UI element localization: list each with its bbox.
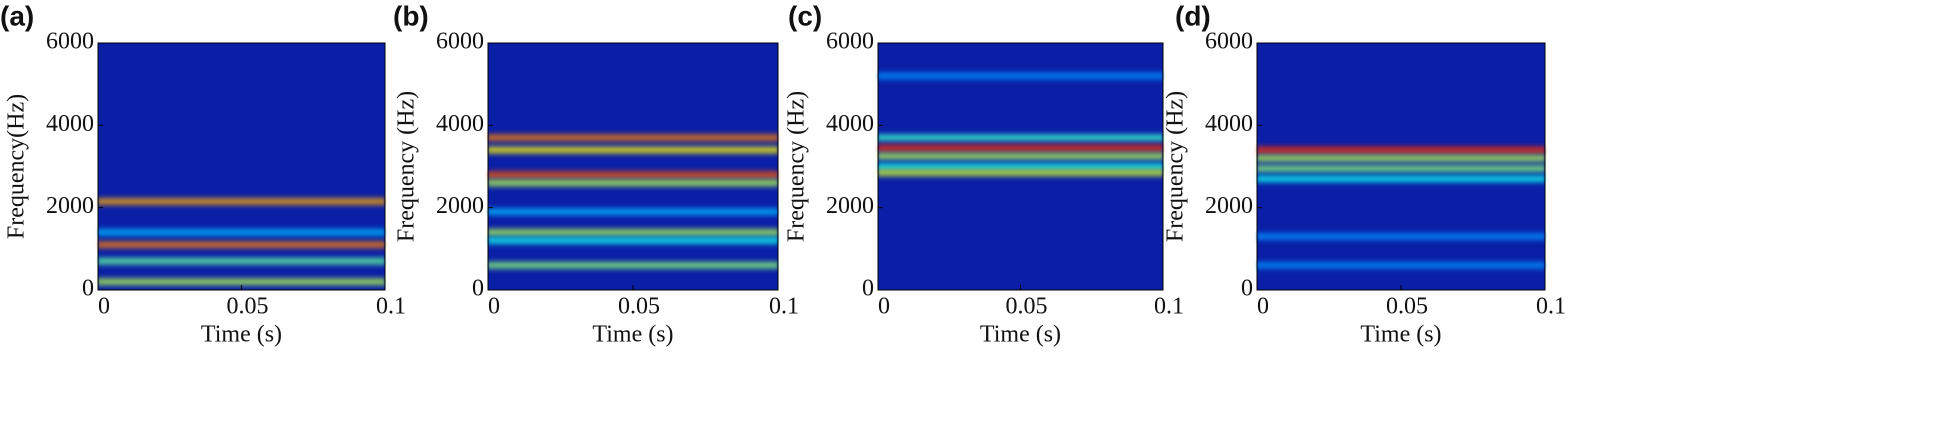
y-tick-label: 6000 — [1205, 29, 1253, 55]
x-tick-label: 0 — [98, 294, 110, 320]
x-tick-label: 0.05 — [227, 294, 269, 320]
ridge — [98, 198, 385, 205]
ridge — [1257, 175, 1545, 182]
panel-label: (c) — [788, 0, 822, 31]
ridge — [878, 153, 1163, 160]
ridge — [488, 134, 778, 141]
y-tick-label: 2000 — [46, 193, 94, 219]
ridge — [1257, 233, 1545, 240]
plot-background — [488, 43, 778, 290]
plot-background — [98, 43, 385, 290]
ridge — [488, 237, 778, 244]
y-tick-label: 4000 — [436, 111, 484, 137]
ridge — [488, 229, 778, 236]
x-axis-label: Time (s) — [980, 322, 1061, 348]
panel-label: (d) — [1175, 0, 1211, 31]
y-tick-label: 4000 — [826, 111, 874, 137]
ridge — [1257, 165, 1545, 172]
ridge — [878, 72, 1163, 79]
ridge — [98, 241, 385, 248]
ridge — [488, 171, 778, 178]
ridge — [878, 169, 1163, 176]
ridge — [878, 134, 1163, 141]
ridge — [488, 262, 778, 269]
x-tick-label: 0 — [878, 294, 890, 320]
y-tick-label: 6000 — [46, 29, 94, 55]
x-axis-label: Time (s) — [1360, 322, 1441, 348]
y-tick-label: 2000 — [826, 193, 874, 219]
y-tick-label: 0 — [862, 276, 874, 302]
panel-label: (a) — [0, 0, 34, 31]
y-tick-label: 0 — [1241, 276, 1253, 302]
x-tick-label: 0.05 — [618, 294, 660, 320]
x-axis-label: Time (s) — [592, 322, 673, 348]
ridge — [98, 258, 385, 265]
x-tick-label: 0.1 — [769, 294, 799, 320]
ridge — [1257, 155, 1545, 162]
y-tick-label: 2000 — [1205, 193, 1253, 219]
y-axis-label: Frequency (Hz) — [1163, 91, 1189, 242]
y-tick-label: 0 — [472, 276, 484, 302]
y-tick-label: 6000 — [436, 29, 484, 55]
ridge — [98, 229, 385, 236]
y-axis-label: Frequency (Hz) — [784, 91, 810, 242]
ridge — [878, 163, 1163, 170]
x-tick-label: 0.05 — [1006, 294, 1048, 320]
x-axis-label: Time (s) — [201, 322, 282, 348]
y-tick-label: 6000 — [826, 29, 874, 55]
x-tick-label: 0.1 — [1154, 294, 1184, 320]
ridge — [488, 147, 778, 154]
x-tick-label: 0 — [1257, 294, 1269, 320]
y-axis-label: Frequency(Hz) — [4, 94, 30, 239]
ridge — [488, 208, 778, 215]
y-tick-label: 2000 — [436, 193, 484, 219]
x-tick-label: 0.1 — [1536, 294, 1566, 320]
ridge — [1257, 147, 1545, 154]
ridge — [1257, 262, 1545, 269]
ridge — [488, 179, 778, 186]
y-tick-label: 4000 — [1205, 111, 1253, 137]
ridge — [98, 278, 385, 285]
y-tick-label: 4000 — [46, 111, 94, 137]
y-axis-label: Frequency (Hz) — [394, 91, 420, 242]
x-tick-label: 0 — [488, 294, 500, 320]
x-tick-label: 0.05 — [1386, 294, 1428, 320]
panel-label: (b) — [393, 0, 429, 31]
y-tick-label: 0 — [82, 276, 94, 302]
ridge — [878, 144, 1163, 151]
x-tick-label: 0.1 — [376, 294, 406, 320]
